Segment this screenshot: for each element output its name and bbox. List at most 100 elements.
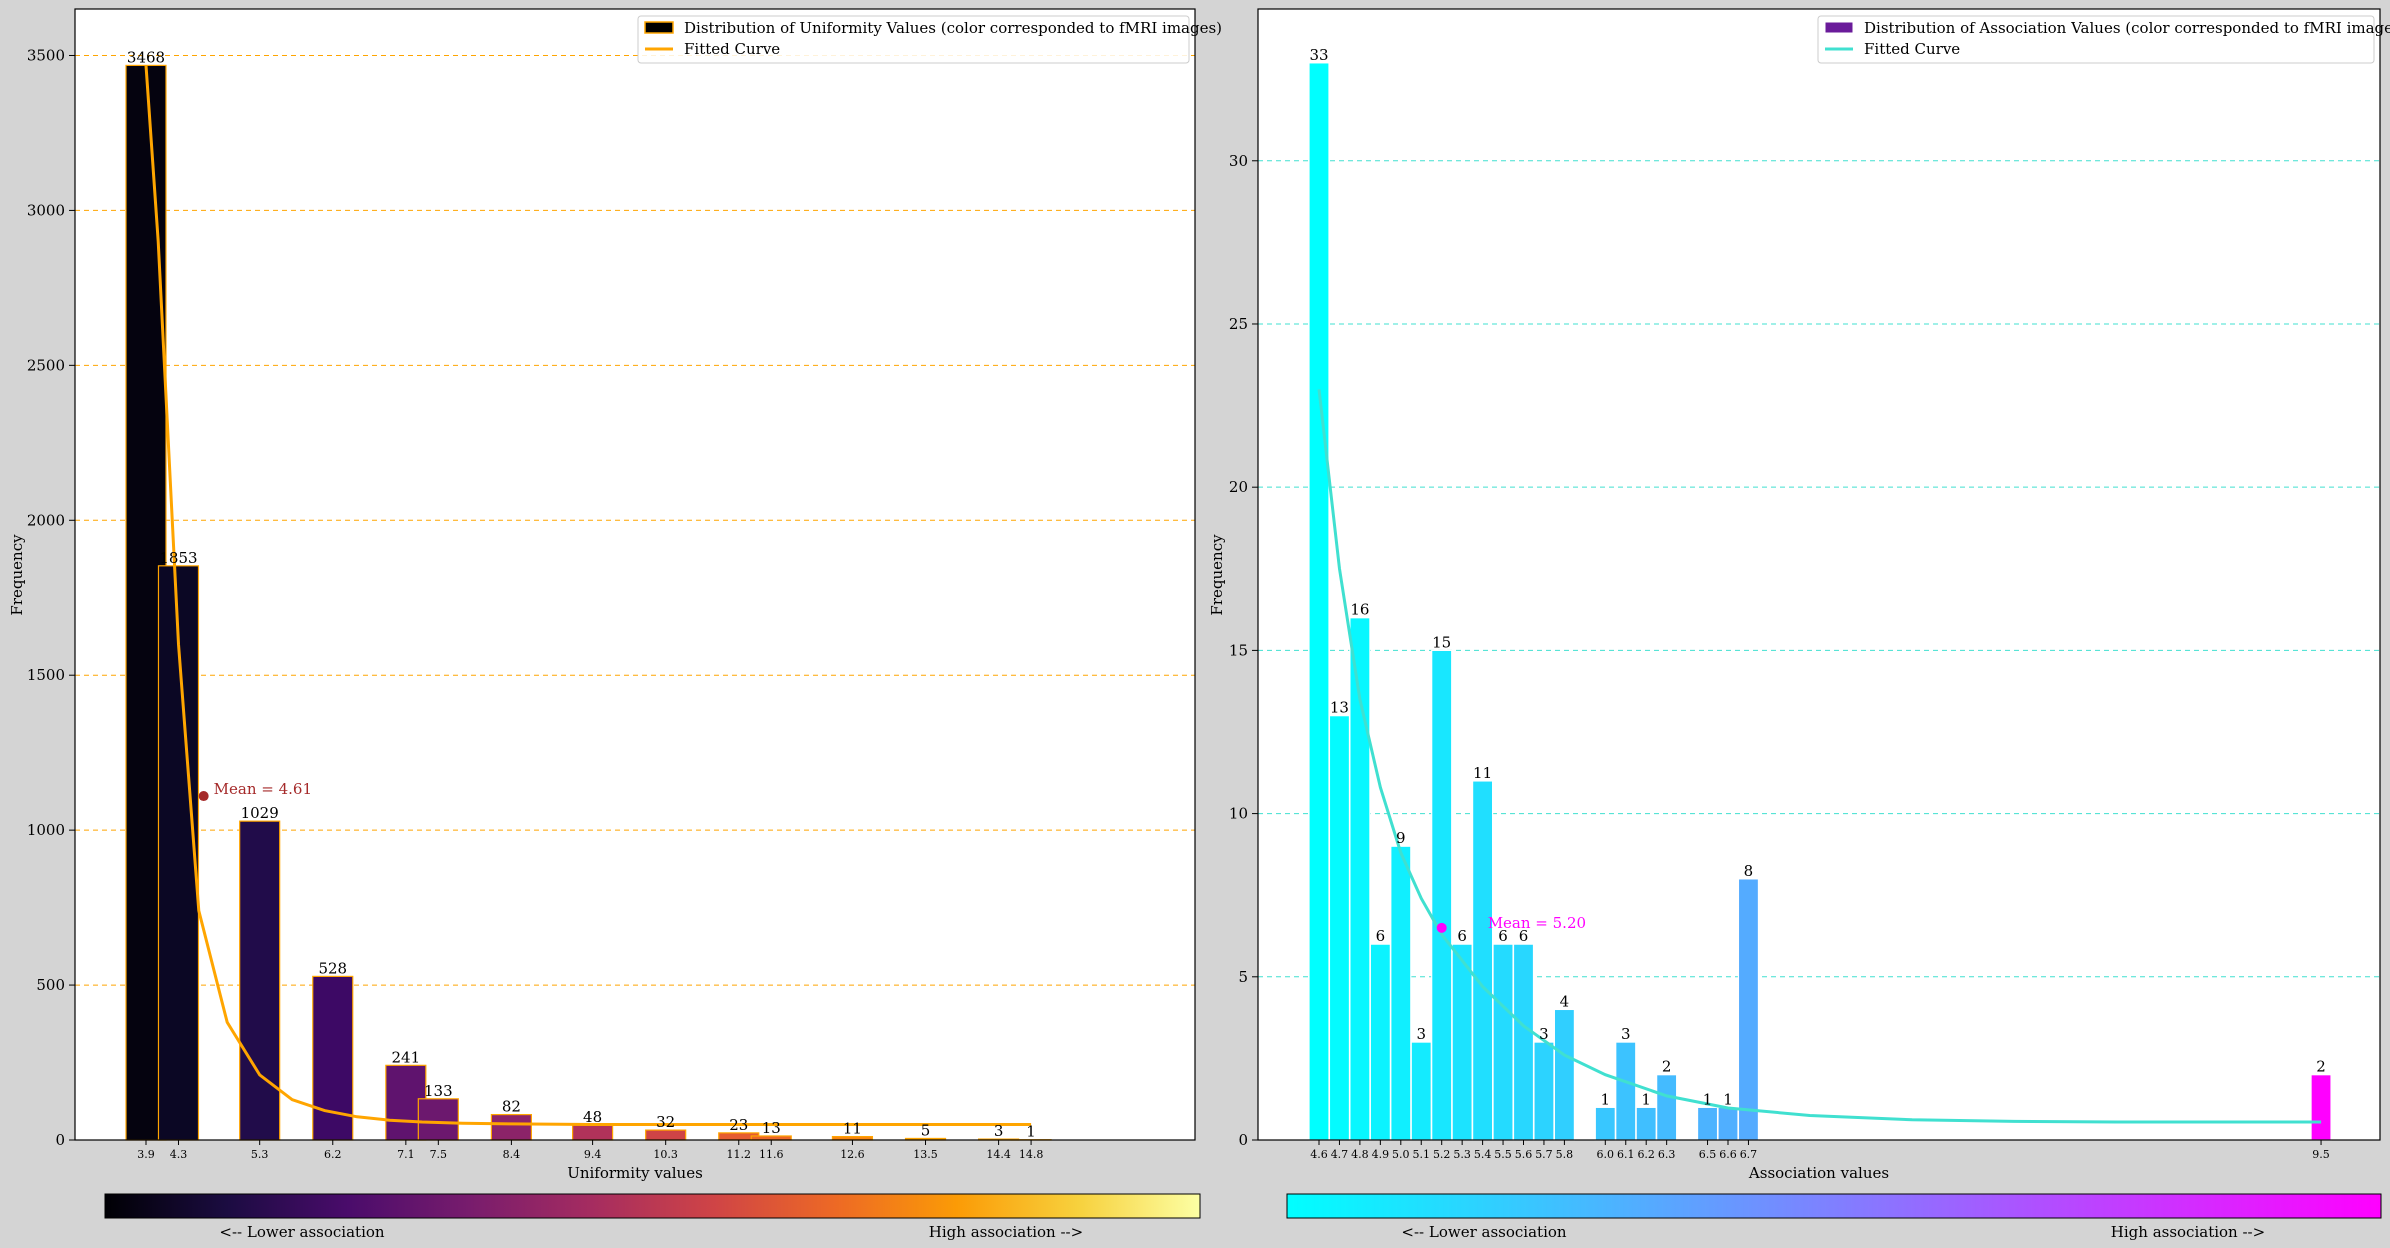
legend-box [637, 15, 1190, 64]
bar [1451, 943, 1473, 1141]
bar [1717, 1106, 1739, 1141]
x-tick-label: 14.4 [986, 1148, 1011, 1161]
x-tick-label: 9.5 [2312, 1148, 2330, 1161]
bar [1615, 1041, 1637, 1141]
bar-value-label: 1 [1723, 1090, 1733, 1108]
mean-label: Mean = 5.20 [1488, 914, 1586, 932]
bar [1512, 943, 1535, 1141]
fitted-curve [1317, 389, 2322, 1124]
mean-label: Mean = 4.61 [214, 780, 312, 798]
grid-lines [1258, 160, 2380, 978]
colorbar-left-label: <-- Lower association [219, 1223, 384, 1241]
bar-value-label: 3 [1621, 1025, 1631, 1043]
x-tick-label: 4.3 [170, 1148, 188, 1161]
bar [1308, 62, 1330, 1141]
bar-value-label: 6 [1457, 927, 1467, 945]
legend: Distribution of Uniformity Values (color… [637, 15, 1222, 64]
legend-box [1817, 15, 2375, 64]
bar [1492, 943, 1514, 1141]
bar [2310, 1074, 2332, 1141]
bar [1471, 780, 1494, 1141]
bar-value-label: 5 [921, 1121, 931, 1139]
legend-bars-label: Distribution of Uniformity Values (color… [684, 19, 1222, 37]
bar [1696, 1106, 1719, 1141]
x-tick-label: 10.3 [653, 1148, 678, 1161]
bar-value-label: 33 [1309, 46, 1328, 64]
y-axis-ticks: 0 5 10 15 20 25 30 [1229, 152, 1258, 1149]
y-tick-label: 2000 [27, 511, 65, 529]
bar-value-label: 3468 [127, 48, 165, 66]
bar-value-label: 1 [1601, 1090, 1611, 1108]
mean-dot [198, 791, 209, 802]
bar [571, 1124, 614, 1141]
x-axis-label: Uniformity values [567, 1164, 703, 1182]
colorbar: <-- Lower association High association -… [104, 1193, 1201, 1241]
legend: Distribution of Association Values (colo… [1817, 15, 2390, 64]
x-tick-label: 9.4 [584, 1148, 602, 1161]
y-tick-label: 15 [1229, 641, 1248, 659]
x-tick-label: 14.8 [1019, 1148, 1044, 1161]
bar-value-label: 1 [1641, 1090, 1651, 1108]
x-tick-label: 13.5 [913, 1148, 938, 1161]
y-tick-label: 1500 [27, 666, 65, 684]
bar [1369, 943, 1391, 1141]
bar-value-label: 11 [1473, 764, 1492, 782]
bar [1431, 649, 1453, 1141]
x-tick-label: 6.6 [1719, 1148, 1737, 1161]
x-axis-label: Association values [1748, 1164, 1889, 1182]
bar-value-label: 3 [994, 1122, 1004, 1140]
y-tick-label: 20 [1229, 478, 1248, 496]
plot-frame [74, 8, 1196, 1141]
x-axis-ticks: 3.9 4.3 5.3 6.2 7.1 7.5 8.4 9.4 10.3 11.2 11.6 12.6… [137, 1140, 1043, 1161]
bar-value-label: 1 [1026, 1123, 1036, 1141]
x-tick-label: 4.9 [1372, 1148, 1390, 1161]
bar [490, 1113, 532, 1141]
bar-value-label: 133 [424, 1082, 453, 1100]
y-tick-label: 0 [55, 1131, 65, 1149]
x-tick-label: 5.6 [1515, 1148, 1533, 1161]
x-tick-label: 5.5 [1494, 1148, 1512, 1161]
colorbar-gradient [1286, 1193, 2382, 1219]
bar [417, 1098, 459, 1141]
bars [125, 64, 1052, 1141]
bar-value-label: 8 [1744, 862, 1754, 880]
x-tick-label: 7.1 [397, 1148, 415, 1161]
fitted-curve-line [1317, 389, 2322, 1124]
y-tick-label: 1000 [27, 821, 65, 839]
bar-value-label: 6 [1376, 927, 1386, 945]
plot-area [1258, 9, 2380, 1140]
bar [1656, 1074, 1678, 1141]
y-tick-label: 3000 [27, 201, 65, 219]
x-tick-label: 6.7 [1740, 1148, 1758, 1161]
y-tick-label: 5 [1238, 968, 1248, 986]
bar [1410, 1041, 1432, 1141]
y-tick-label: 3500 [27, 46, 65, 64]
bar-value-label: 32 [656, 1113, 675, 1131]
bar-value-label: 82 [502, 1098, 521, 1116]
bar-value-label: 9 [1396, 829, 1406, 847]
bar [1390, 845, 1412, 1141]
bar-value-label: 6 [1519, 927, 1529, 945]
bar-value-label: 241 [392, 1048, 421, 1066]
fitted-curve [144, 65, 1032, 1126]
bar [1553, 1008, 1576, 1141]
bar [645, 1129, 687, 1141]
bar-value-label: 2 [1662, 1058, 1672, 1076]
bars [1308, 62, 2332, 1141]
x-tick-label: 8.4 [503, 1148, 521, 1161]
x-tick-label: 7.5 [430, 1148, 448, 1161]
x-tick-label: 11.6 [759, 1148, 784, 1161]
colorbar-right-label: High association --> [929, 1223, 1083, 1241]
bar [1328, 715, 1351, 1141]
x-tick-label: 12.6 [840, 1148, 865, 1161]
x-tick-label: 5.1 [1413, 1148, 1431, 1161]
bar-value-label: 16 [1350, 601, 1369, 619]
x-tick-label: 4.8 [1351, 1148, 1369, 1161]
y-axis-label: Frequency [1208, 534, 1226, 616]
x-tick-label: 6.2 [324, 1148, 342, 1161]
legend-bars-swatch [644, 21, 674, 34]
